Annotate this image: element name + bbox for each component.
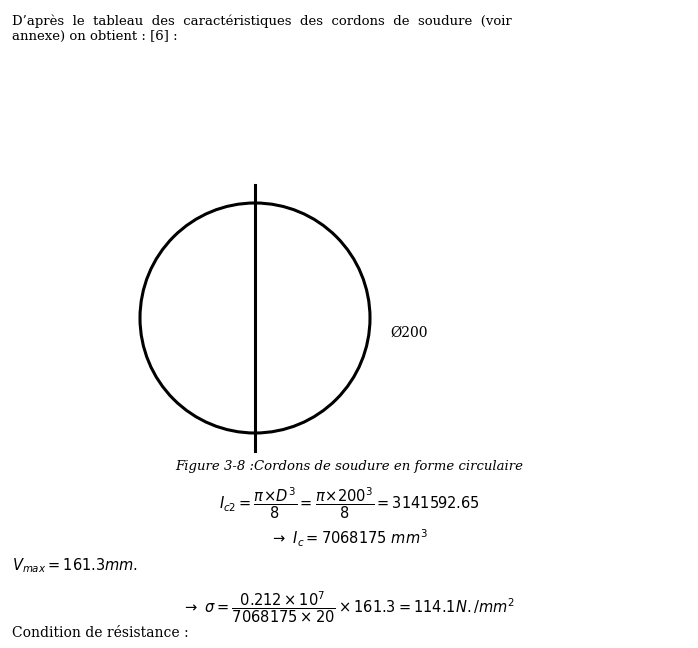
- Text: D’après  le  tableau  des  caractéristiques  des  cordons  de  soudure  (voir: D’après le tableau des caractéristiques …: [12, 15, 512, 29]
- Text: Figure 3-8 :Cordons de soudure en forme circulaire: Figure 3-8 :Cordons de soudure en forme …: [175, 460, 523, 473]
- Text: annexe) on obtient : [6] :: annexe) on obtient : [6] :: [12, 30, 177, 43]
- Text: Ø200: Ø200: [390, 326, 427, 340]
- Text: $I_{c2}=\dfrac{\pi\!\times\! D^{3}}{8}=\dfrac{\pi\!\times\!200^{3}}{8}=3141592.6: $I_{c2}=\dfrac{\pi\!\times\! D^{3}}{8}=\…: [218, 486, 480, 521]
- Text: Condition de résistance :: Condition de résistance :: [12, 626, 188, 640]
- Text: $V_{max}=161.3mm.$: $V_{max}=161.3mm.$: [12, 556, 138, 575]
- Text: $\rightarrow\ I_c=7068175\ \mathit{mm}^3$: $\rightarrow\ I_c=7068175\ \mathit{mm}^3…: [270, 528, 428, 550]
- Text: $\rightarrow\ \sigma=\dfrac{0.212\times10^{7}}{7068175\times20}\times161.3=114.1: $\rightarrow\ \sigma=\dfrac{0.212\times1…: [182, 590, 516, 625]
